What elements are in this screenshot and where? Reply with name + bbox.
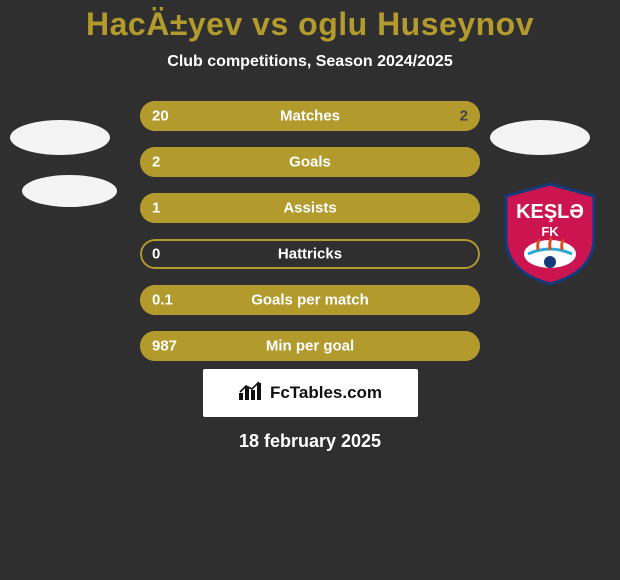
stat-value-right: 2 <box>460 108 468 125</box>
stat-value-left: 2 <box>152 154 160 171</box>
stat-label: Matches <box>140 108 480 125</box>
stat-bars: Matches202Goals2Assists1Hattricks0Goals … <box>140 101 480 361</box>
stat-value-left: 20 <box>152 108 169 125</box>
brand-text: FcTables.com <box>270 383 382 403</box>
avatar-placeholder-left-2 <box>22 175 117 207</box>
stat-label: Assists <box>140 200 480 217</box>
stat-value-left: 0.1 <box>152 292 173 309</box>
avatar-placeholder-left-1 <box>10 120 110 155</box>
comparison-card: HacÄ±yev vs oglu Huseynov Club competiti… <box>0 0 620 580</box>
stat-row: Matches20 2 <box>140 101 480 131</box>
brand-icon <box>238 381 264 406</box>
svg-text:KEŞLƏ: KEŞLƏ <box>516 201 584 223</box>
stat-label: Goals <box>140 154 480 171</box>
stat-label: Goals per match <box>140 292 480 309</box>
stat-value-left: 0 <box>152 246 160 263</box>
date-text: 18 february 2025 <box>239 431 381 452</box>
stat-row: Assists1 <box>140 193 480 223</box>
stat-row: Goals2 <box>140 147 480 177</box>
club-crest: KEŞLƏ FK <box>500 180 600 288</box>
brand-box: FcTables.com <box>203 369 418 417</box>
subtitle: Club competitions, Season 2024/2025 <box>167 53 452 71</box>
stat-value-left: 1 <box>152 200 160 217</box>
vs-word: vs <box>252 6 289 42</box>
avatar-placeholder-right-1 <box>490 120 590 155</box>
stat-row: Hattricks0 <box>140 239 480 269</box>
player-left-name: HacÄ±yev <box>86 6 243 42</box>
stat-label: Min per goal <box>140 338 480 355</box>
stat-value-left: 987 <box>152 338 177 355</box>
stat-row: Goals per match0.1 <box>140 285 480 315</box>
page-title: HacÄ±yev vs oglu Huseynov <box>86 6 534 43</box>
stat-label: Hattricks <box>140 246 480 263</box>
svg-text:FK: FK <box>541 224 559 239</box>
player-right-name: oglu Huseynov <box>298 6 534 42</box>
stat-row: Min per goal987 <box>140 331 480 361</box>
